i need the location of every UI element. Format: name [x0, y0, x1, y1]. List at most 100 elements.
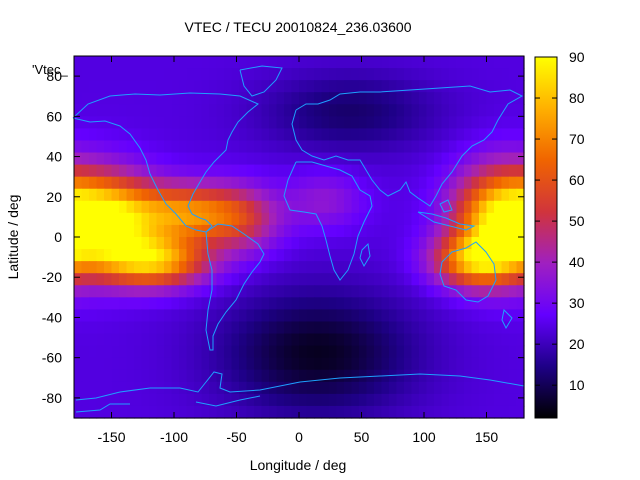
- heatmap-cell: [306, 104, 315, 117]
- heatmap-cell: [119, 200, 128, 214]
- x-tick-label: 150: [475, 429, 499, 445]
- heatmap-cell: [411, 104, 420, 117]
- heatmap-cell: [239, 321, 248, 335]
- heatmap-cell: [164, 224, 173, 238]
- heatmap-cell: [246, 237, 255, 250]
- heatmap-cell: [381, 56, 390, 69]
- heatmap-cell: [441, 140, 450, 154]
- heatmap-cell: [486, 381, 495, 395]
- heatmap-cell: [209, 224, 218, 238]
- coastline-north-america: [72, 92, 259, 233]
- heatmap-cell: [209, 152, 218, 166]
- heatmap-cell: [216, 224, 225, 238]
- heatmap-cell: [441, 273, 450, 286]
- heatmap-cell: [269, 285, 278, 298]
- heatmap-cell: [516, 188, 525, 202]
- heatmap-cell: [366, 321, 375, 335]
- heatmap-cell: [96, 200, 105, 214]
- heatmap-cell: [306, 176, 315, 190]
- heatmap-cell: [389, 152, 398, 166]
- heatmap-cell: [426, 405, 435, 419]
- heatmap-cell: [209, 357, 218, 371]
- heatmap-cell: [404, 104, 413, 117]
- y-tick-label: 0: [54, 229, 62, 245]
- heatmap-cell: [134, 212, 143, 226]
- heatmap-cell: [284, 164, 293, 178]
- heatmap-cell: [269, 80, 278, 93]
- heatmap-cell: [179, 273, 188, 286]
- heatmap-cell: [194, 200, 203, 214]
- heatmap-cell: [164, 393, 173, 407]
- heatmap-cell: [486, 116, 495, 129]
- heatmap-cell: [141, 212, 150, 226]
- heatmap-cell: [291, 333, 300, 347]
- heatmap-cell: [74, 152, 83, 166]
- heatmap-cell: [269, 140, 278, 154]
- heatmap-cell: [194, 405, 203, 419]
- heatmap-cell: [291, 200, 300, 214]
- heatmap-cell: [171, 188, 180, 202]
- heatmap-cell: [231, 273, 240, 286]
- heatmap-cell: [239, 297, 248, 310]
- heatmap-cell: [434, 188, 443, 202]
- heatmap-cell: [179, 200, 188, 214]
- heatmap-cell: [194, 309, 203, 323]
- heatmap-cell: [96, 249, 105, 262]
- heatmap-cell: [186, 393, 195, 407]
- heatmap-cell: [224, 273, 233, 286]
- heatmap-cell: [374, 188, 383, 202]
- heatmap-cell: [89, 297, 98, 310]
- heatmap-cell: [126, 309, 135, 323]
- heatmap-cell: [516, 369, 525, 383]
- heatmap-cell: [456, 321, 465, 335]
- colorbar-tick-label: 60: [569, 172, 585, 188]
- heatmap-cell: [111, 176, 120, 190]
- heatmap-cell: [366, 273, 375, 286]
- heatmap-cell: [456, 309, 465, 323]
- heatmap-cell: [516, 128, 525, 142]
- heatmap-cell: [134, 152, 143, 166]
- heatmap-cell: [464, 345, 473, 359]
- heatmap-cell: [179, 68, 188, 81]
- heatmap-cell: [74, 200, 83, 214]
- heatmap-cell: [396, 261, 405, 274]
- heatmap-cell: [374, 309, 383, 323]
- heatmap-cell: [156, 345, 165, 359]
- heatmap-cell: [224, 140, 233, 154]
- heatmap-cell: [479, 345, 488, 359]
- heatmap-cell: [381, 345, 390, 359]
- heatmap-cell: [389, 176, 398, 190]
- heatmap-cell: [156, 297, 165, 310]
- heatmap-cell: [111, 200, 120, 214]
- heatmap-cell: [284, 116, 293, 129]
- heatmap-cell: [374, 285, 383, 298]
- heatmap-cell: [486, 212, 495, 226]
- heatmap-cell: [381, 200, 390, 214]
- heatmap-cell: [486, 345, 495, 359]
- heatmap-cell: [381, 261, 390, 274]
- heatmap-cell: [111, 224, 120, 238]
- heatmap-cell: [119, 140, 128, 154]
- heatmap-cell: [314, 104, 323, 117]
- heatmap-cell: [389, 297, 398, 310]
- heatmap-cell: [471, 116, 480, 129]
- heatmap-cell: [314, 164, 323, 178]
- heatmap-cell: [126, 152, 135, 166]
- heatmap-cell: [134, 261, 143, 274]
- heatmap-cell: [411, 261, 420, 274]
- colorbar-tick-label: 80: [569, 90, 585, 106]
- heatmap-cell: [321, 224, 330, 238]
- heatmap-cell: [224, 261, 233, 274]
- heatmap-cell: [119, 285, 128, 298]
- heatmap-cell: [434, 212, 443, 226]
- heatmap-cell: [314, 405, 323, 419]
- heatmap-cell: [284, 104, 293, 117]
- heatmap-cell: [299, 345, 308, 359]
- heatmap-cell: [381, 164, 390, 178]
- heatmap-cell: [111, 164, 120, 178]
- heatmap-cell: [134, 333, 143, 347]
- heatmap-cell: [74, 237, 83, 250]
- x-tick-label: -150: [97, 429, 125, 445]
- heatmap-cell: [479, 237, 488, 250]
